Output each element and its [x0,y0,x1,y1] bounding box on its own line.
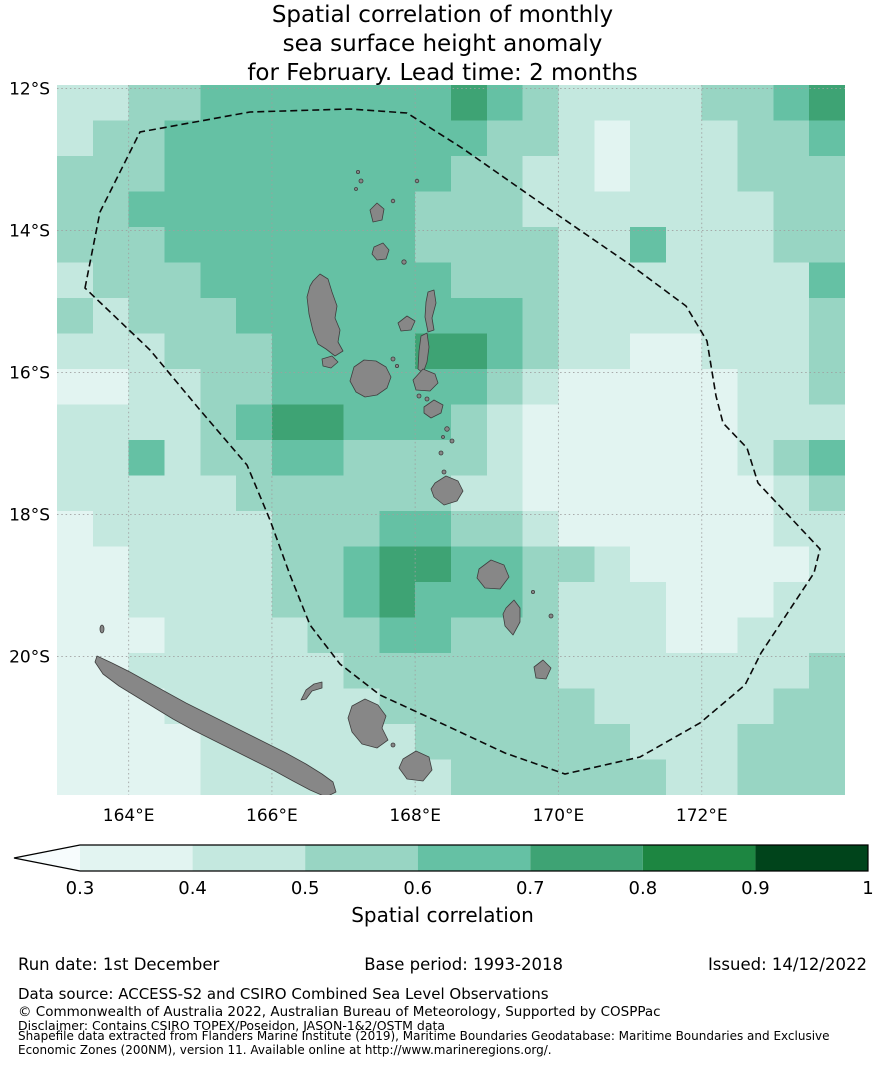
colorbar-label: Spatial correlation [351,903,534,927]
x-tick-label: 164°E [103,806,155,826]
colorbar-tick-label: 0.6 [403,878,432,899]
colorbar: 0.3 0.4 0.5 0.6 0.7 0.8 0.9 1 [13,844,874,899]
colorbar-tick-label: 0.9 [741,878,770,899]
landmass-pentecost [417,332,430,374]
landmass-lifou [347,698,389,749]
landmass-ouvea [300,681,323,701]
landmass-maewo [424,289,437,333]
map-canvas: 164°E 166°E 168°E 170°E 172°E 12°S 14°S 16°S 18°… [9,80,845,826]
colorbar-outline [13,844,869,872]
colorbar-tick-label: 0.7 [516,878,545,899]
title-line-1: Spatial correlation of monthly [271,2,614,28]
x-tick-label: 166°E [246,806,298,826]
colorbar-tick-label: 1 [862,878,873,899]
landmass-ambrym [412,368,439,392]
landmass-aneityum [533,659,552,680]
landmass-espiritu-santo [306,273,344,357]
run-date: Run date: 1st December [18,955,220,974]
landmass-new-caledonia [94,655,337,795]
colorbar-segment [755,845,868,871]
shapefile-note: Shapefile data extracted from Flanders M… [18,1029,830,1057]
colorbar-tick-label: 0.8 [629,878,658,899]
chart-title: Spatial correlation of monthly sea surfa… [0,1,885,88]
landmass-mare [398,750,433,782]
colorbar-tick-label: 0.5 [291,878,320,899]
colorbar-segment [192,845,306,871]
y-tick-label: 14°S [9,222,50,242]
landmass-gaua [371,242,390,261]
colorbar-segment [417,845,531,871]
x-tick-label: 172°E [676,806,728,826]
run-metadata-row: Run date: 1st December Base period: 1993… [18,955,867,974]
landmass-erromango [476,559,510,590]
landmass-islets [99,169,554,748]
axis-tick-labels: 164°E 166°E 168°E 170°E 172°E 12°S 14°S 16°S 18°… [9,80,728,826]
y-tick-label: 20°S [9,648,50,668]
x-tick-label: 170°E [533,806,585,826]
colorbar-under-arrow [14,845,80,871]
landmass-malo [321,355,339,369]
colorbar-tick-label: 0.3 [66,878,95,899]
disclaimer-note: Disclaimer: Contains CSIRO TOPEX/Poseido… [18,1018,446,1033]
landmass-vanua-lava [369,202,385,223]
issued-date: Issued: 14/12/2022 [707,955,867,974]
colorbar-segment [530,845,643,871]
x-tick-label: 168°E [389,806,441,826]
colorbar-tick-label: 0.4 [178,878,207,899]
y-tick-label: 16°S [9,364,50,384]
base-period: Base period: 1993-2018 [364,955,563,974]
landmass-malakula [349,359,392,398]
landmass-ambae [397,315,416,332]
colorbar-segment [642,845,756,871]
title-line-3: for February. Lead time: 2 months [247,60,638,86]
y-tick-label: 12°S [9,80,50,100]
colorbar-segment [305,845,418,871]
landmasses [94,169,554,795]
y-tick-label: 18°S [9,506,50,526]
landmass-efate [430,475,464,506]
title-line-2: sea surface height anomaly [282,31,603,57]
copyright-note: © Commonwealth of Australia 2022, Austra… [18,1004,661,1020]
landmass-tanna [502,599,521,636]
data-source-note: Data source: ACCESS-S2 and CSIRO Combine… [18,985,549,1003]
landmass-epi [423,399,444,419]
eez-boundary-line [84,108,821,775]
colorbar-segment [80,845,193,871]
